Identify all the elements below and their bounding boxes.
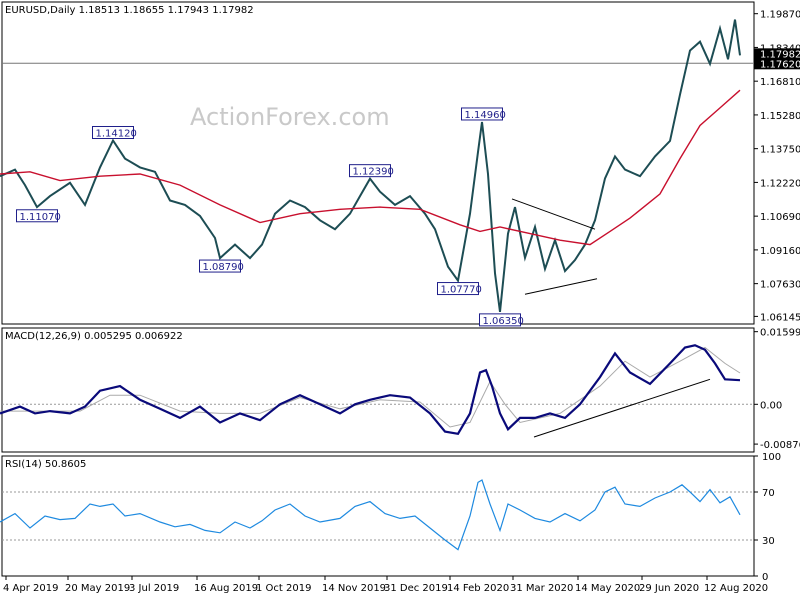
- current-price-tag: 1.17982: [760, 49, 800, 60]
- annotation-box: [479, 313, 521, 327]
- price-line: [0, 19, 741, 313]
- price-ytick-label: 1.15280: [760, 111, 800, 122]
- xtick-label: 14 Feb 2020: [447, 583, 509, 594]
- annotation-label: 1.12390: [353, 167, 394, 178]
- price-ytick-label: 1.16810: [760, 77, 800, 88]
- rsi-line: [0, 479, 741, 551]
- annotation-label: 1.06350: [483, 316, 524, 327]
- annotation-label: 1.07770: [441, 285, 482, 296]
- annotation-box: [461, 107, 503, 121]
- xtick-label: 1 Oct 2019: [256, 583, 311, 594]
- annotation-box: [16, 209, 58, 223]
- xtick-label: 4 Apr 2019: [3, 583, 58, 594]
- price-ytick-label: 1.13750: [760, 145, 800, 156]
- price-ytick-label: 1.09160: [760, 246, 800, 257]
- annotation-box: [437, 282, 479, 296]
- triangle-lower-line: [524, 278, 598, 295]
- annotation-label: 1.11070: [20, 212, 61, 223]
- annotation-box: [199, 259, 241, 273]
- xtick-label: 29 Jun 2020: [639, 583, 699, 594]
- moving-average-line: [0, 89, 741, 246]
- xtick-label: 20 May 2019: [65, 583, 130, 594]
- triangle-upper-line: [511, 198, 596, 230]
- xtick-label: 14 May 2020: [575, 583, 640, 594]
- macd-trendline: [533, 378, 711, 438]
- panel-frame-rsi: [1, 455, 755, 577]
- xtick-label: 12 Aug 2020: [704, 583, 768, 594]
- xtick-label: 3 Jul 2019: [129, 583, 179, 594]
- xtick-label: 16 Aug 2019: [194, 583, 258, 594]
- annotation-label: 1.08790: [203, 262, 244, 273]
- annotation-label: 1.14960: [465, 110, 506, 121]
- watermark-text: ActionForex.com: [190, 103, 390, 131]
- level-price-tag-bg: [754, 58, 800, 70]
- price-ytick-label: 1.07630: [760, 280, 800, 291]
- xtick-label: 31 Mar 2020: [510, 583, 573, 594]
- annotation-label: 1.14120: [96, 129, 137, 140]
- rsi-ytick-label: 100: [762, 452, 781, 463]
- price-ytick-label: 1.10690: [760, 212, 800, 223]
- annotation-box: [92, 126, 134, 140]
- price-ytick-label: 1.06145: [760, 312, 800, 323]
- price-ytick-label: 1.12220: [760, 178, 800, 189]
- level-price-tag: 1.17620: [760, 59, 800, 70]
- macd-title: MACD(12,26,9) 0.005295 0.006922: [5, 331, 183, 342]
- xtick-label: 31 Dec 2019: [384, 583, 448, 594]
- rsi-ytick-label: 0: [762, 572, 768, 583]
- rsi-ytick-label: 30: [762, 536, 775, 547]
- annotation-box: [349, 164, 391, 178]
- macd-line: [0, 344, 741, 436]
- macd-ytick-label: -0.00876: [760, 440, 800, 451]
- macd-signal-line: [0, 346, 741, 428]
- rsi-title: RSI(14) 50.8605: [5, 459, 86, 470]
- current-price-tag-bg: [754, 48, 800, 60]
- macd-ytick-label: 0.015991: [760, 328, 800, 339]
- macd-ytick-label: 0.00: [760, 400, 782, 411]
- xtick-label: 14 Nov 2019: [322, 583, 386, 594]
- rsi-ytick-label: 70: [762, 488, 775, 499]
- panel-frame-price: [1, 1, 755, 325]
- panel-frame-macd: [1, 327, 755, 453]
- price-ytick-label: 1.19870: [760, 10, 800, 21]
- price-header: EURUSD,Daily 1.18513 1.18655 1.17943 1.1…: [5, 5, 254, 16]
